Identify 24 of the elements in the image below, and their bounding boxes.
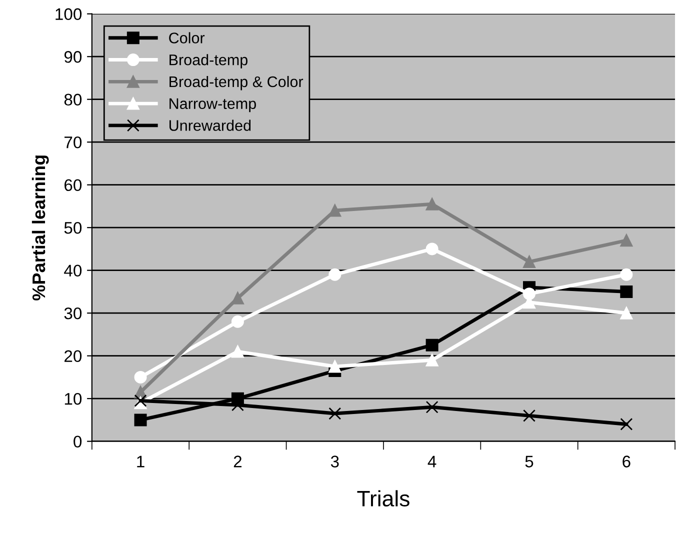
y-tick-label: 10	[64, 392, 82, 405]
legend-label: Broad-temp	[170, 54, 248, 68]
y-axis-title: %Partial learning	[32, 156, 49, 300]
x-tick-label: 6	[622, 456, 630, 468]
y-tick-label: 90	[64, 51, 82, 63]
y-tick-label: 80	[64, 94, 82, 106]
x-tick-label: 1	[137, 456, 144, 468]
x-axis-title: Trials	[357, 490, 410, 507]
legend-label: Broad-temp & Color	[170, 76, 304, 90]
y-tick-label: 40	[64, 264, 82, 277]
y-tick-label: 50	[64, 222, 82, 234]
legend-label: Color	[169, 32, 205, 44]
y-tick-label: 30	[64, 307, 82, 320]
x-tick-label: 5	[525, 456, 534, 468]
y-tick-label: 70	[64, 136, 82, 148]
legend-label: Unrewarded	[169, 120, 251, 131]
x-tick-label: 4	[428, 456, 436, 468]
x-tick-label: 3	[330, 456, 339, 468]
y-tick-label: 20	[64, 350, 82, 362]
legend-label: Narrow-temp	[170, 98, 256, 112]
x-tick-label: 2	[234, 456, 242, 468]
y-tick-label: 60	[64, 179, 82, 192]
y-tick-label: 0	[74, 436, 82, 448]
y-tick-label: 100	[56, 8, 82, 20]
